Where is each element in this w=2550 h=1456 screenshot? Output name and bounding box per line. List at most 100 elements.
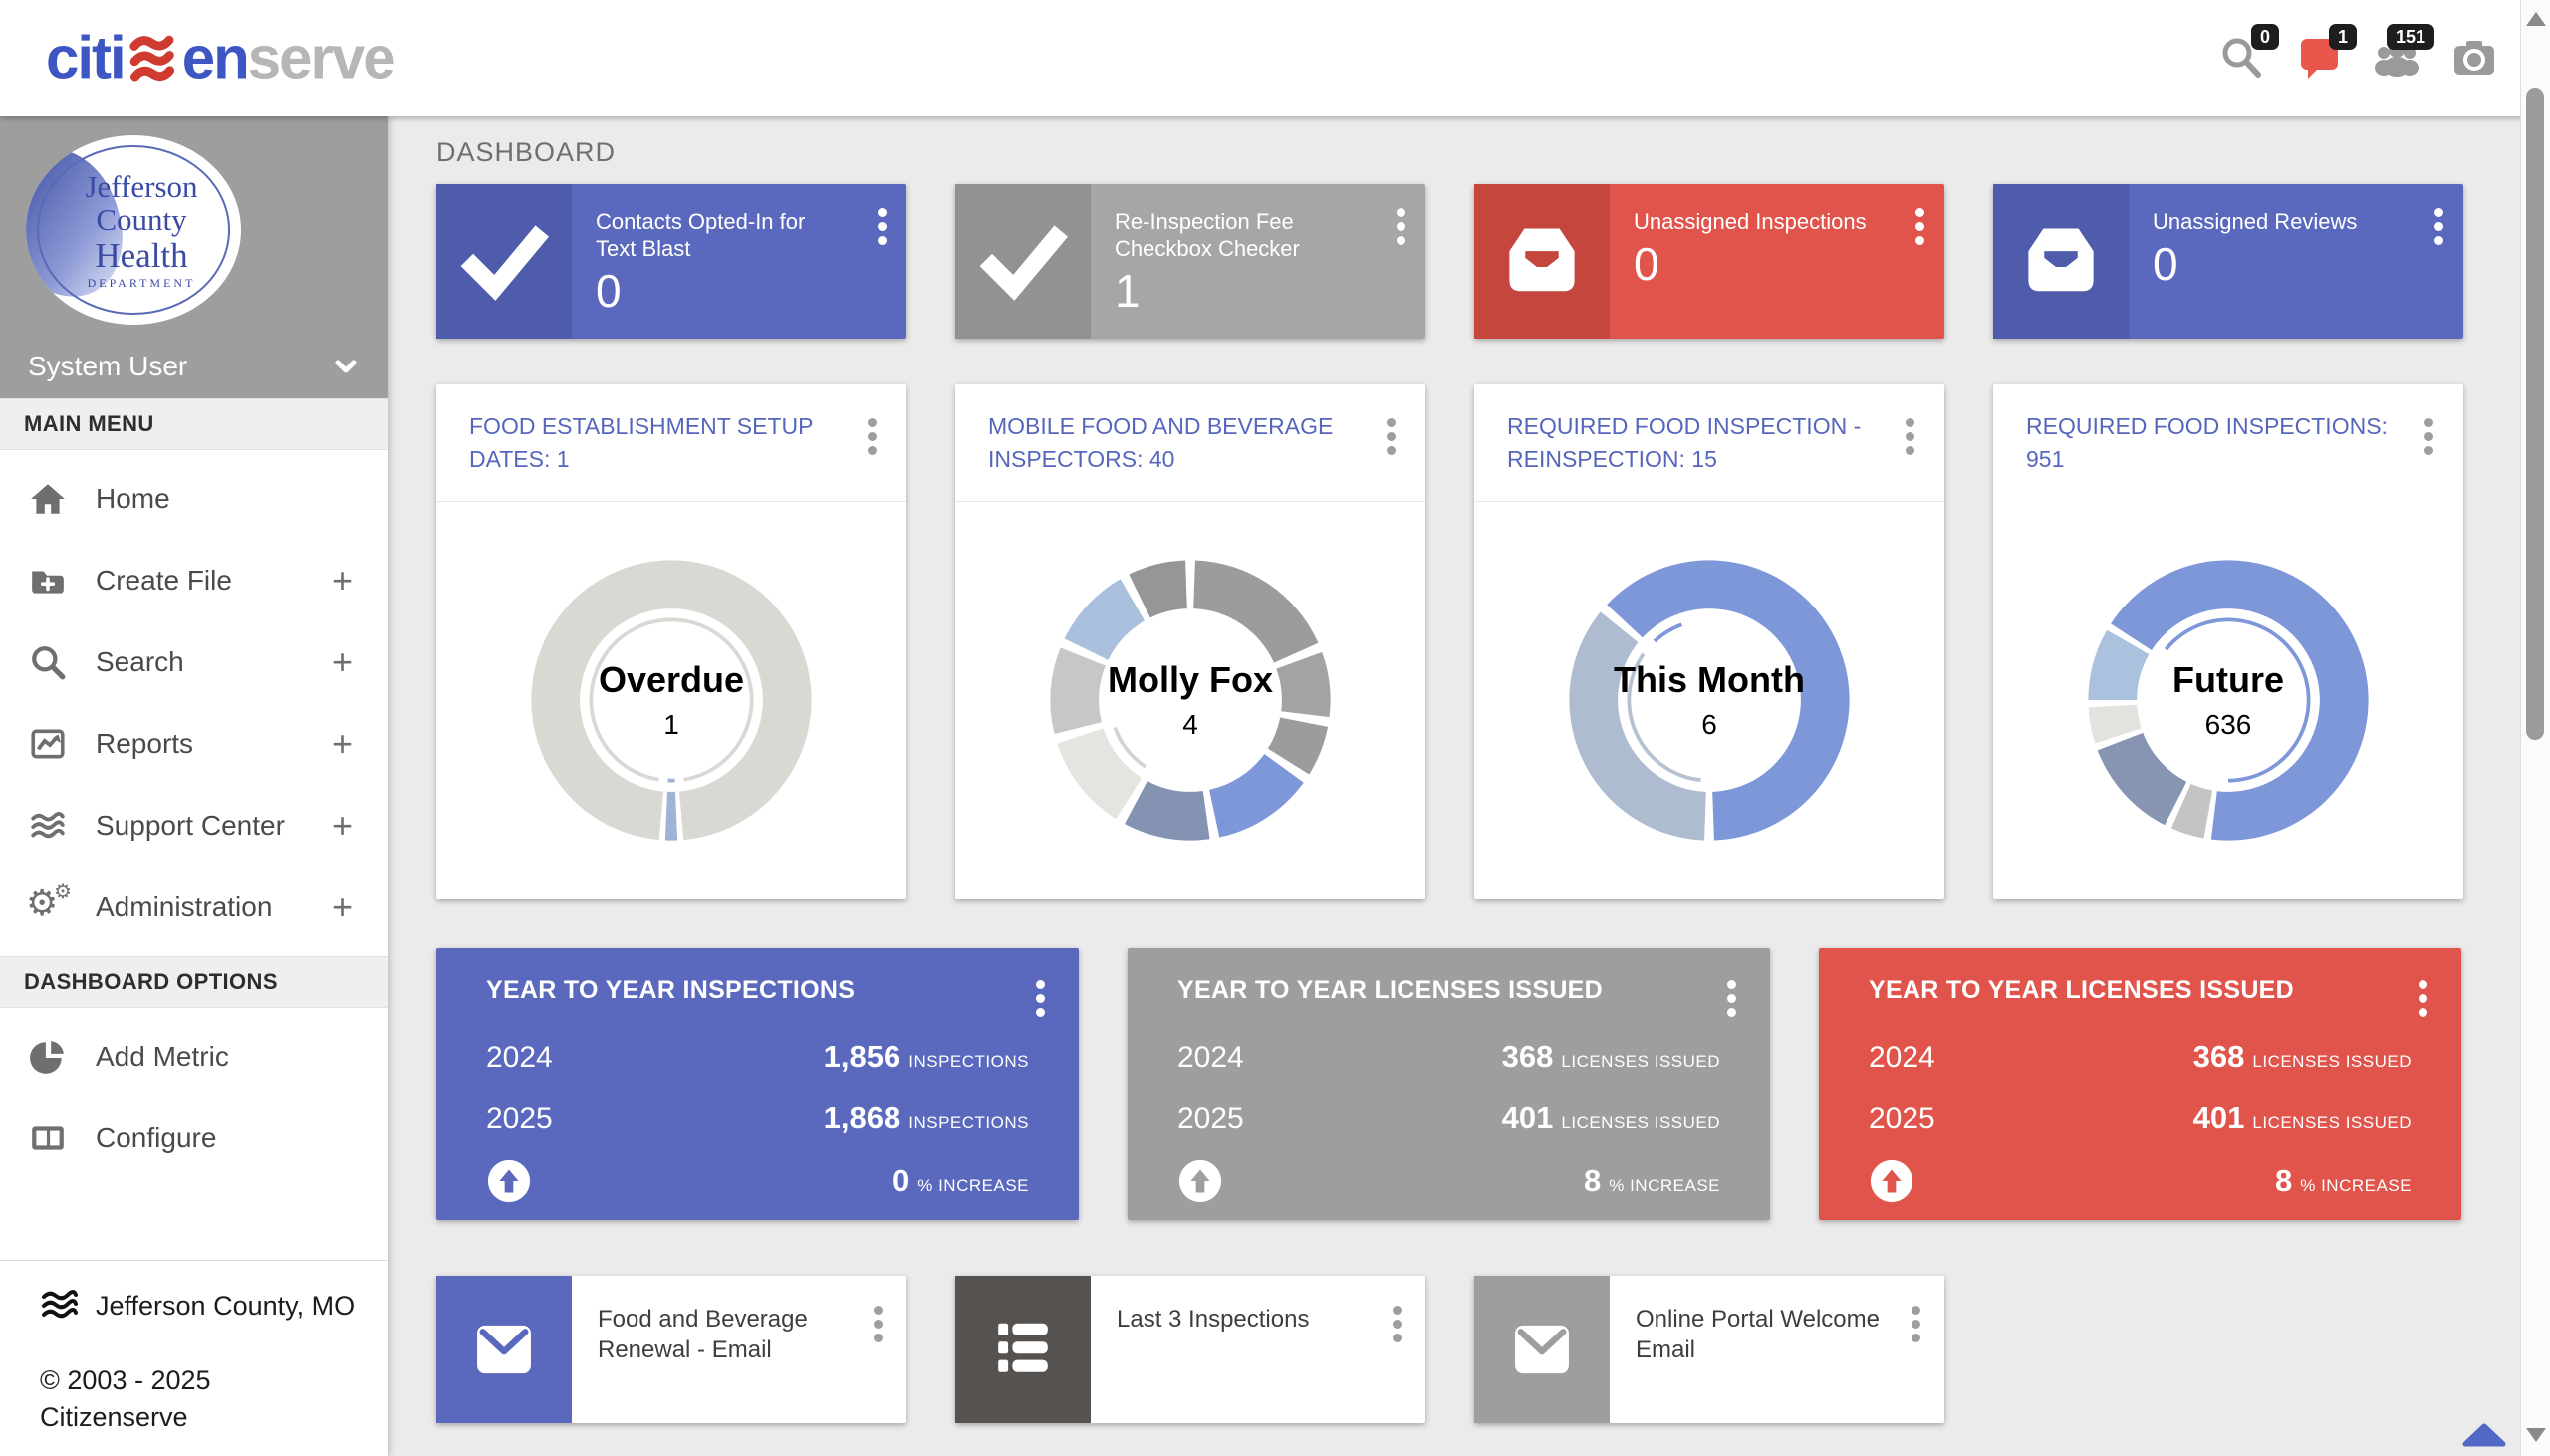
page-scrollbar[interactable]	[2520, 0, 2550, 1456]
yty-unit: LICENSES ISSUED	[2252, 1052, 2412, 1071]
expand-plus-icon[interactable]: +	[331, 886, 353, 927]
page-title: DASHBOARD	[436, 137, 617, 167]
check-icon	[460, 224, 549, 301]
header-chat-icon-button[interactable]: 1	[2295, 24, 2357, 82]
stat-card-title: Unassigned Reviews	[2153, 209, 2358, 234]
kebab-menu-button[interactable]	[2430, 204, 2447, 249]
donut-card-title[interactable]: MOBILE FOOD AND BEVERAGE INSPECTORS: 40	[988, 412, 1334, 472]
yty-value: 368	[1501, 1039, 1554, 1074]
stat-card[interactable]: Unassigned Inspections 0	[1474, 184, 1944, 339]
user-name: System User	[28, 351, 188, 381]
donut-card-title[interactable]: FOOD ESTABLISHMENT SETUP DATES: 1	[469, 412, 814, 472]
support-waves-icon	[31, 811, 65, 839]
yty-row: 2024 1,856 INSPECTIONS	[486, 1039, 1029, 1075]
search-icon	[32, 646, 66, 680]
camera-icon	[2454, 41, 2494, 75]
stat-card-icon-band	[1993, 184, 2129, 339]
yty-unit: INSPECTIONS	[908, 1113, 1029, 1132]
sidebar-item-administration[interactable]: ⚙ ⚙ Administration +	[0, 866, 388, 948]
sidebar-item-create-file[interactable]: Create File +	[0, 540, 388, 621]
expand-plus-icon[interactable]: +	[331, 560, 353, 601]
kebab-menu-button[interactable]	[1393, 204, 1409, 249]
report-card[interactable]: Online Portal Welcome Email	[1474, 1276, 1944, 1423]
arrow-up-circle-icon	[1178, 1159, 1222, 1203]
arrow-up-circle-icon	[487, 1159, 531, 1203]
stat-card-value: 0	[1634, 238, 1659, 290]
stat-card[interactable]: Contacts Opted-In for Text Blast 0	[436, 184, 906, 339]
org-logo: Jefferson County Health DEPARTMENT	[26, 135, 241, 325]
expand-plus-icon[interactable]: +	[331, 805, 353, 846]
donut-chart	[2088, 560, 2369, 841]
sidebar-item-search[interactable]: Search +	[0, 621, 388, 703]
main-menu: Home Create File + Search + Reports + Su	[0, 450, 388, 956]
sidebar-item-add-metric[interactable]: Add Metric	[0, 1016, 388, 1097]
report-card-title: Food and Beverage Renewal - Email	[598, 1306, 808, 1363]
yty-row: 2024 368 LICENSES ISSUED	[1869, 1039, 2412, 1075]
report-card[interactable]: Food and Beverage Renewal - Email	[436, 1276, 906, 1423]
kebab-menu-button[interactable]	[1389, 1302, 1405, 1346]
donut-card-title[interactable]: REQUIRED FOOD INSPECTIONS: 951	[2026, 413, 2388, 472]
stat-card[interactable]: Re-Inspection Fee Checkbox Checker 1	[955, 184, 1425, 339]
kebab-menu-button[interactable]	[1902, 414, 1918, 459]
org-logo-ring	[37, 145, 230, 315]
yty-year: 2025	[1869, 1102, 1935, 1135]
kebab-menu-button[interactable]	[1908, 1302, 1924, 1346]
user-menu-toggle[interactable]: System User	[0, 335, 388, 398]
yty-value: 1,856	[823, 1039, 901, 1074]
yty-year: 2024	[1177, 1041, 1244, 1074]
donut-metric-card: FOOD ESTABLISHMENT SETUP DATES: 1 Overdu…	[436, 384, 906, 899]
header-actions: 0 1 151	[2217, 24, 2498, 82]
report-card[interactable]: Last 3 Inspections	[955, 1276, 1425, 1423]
kebab-menu-button[interactable]	[1383, 414, 1400, 459]
donut-chart	[1569, 560, 1850, 841]
sidebar-item-label: Add Metric	[96, 1041, 229, 1072]
inbox-icon	[1509, 228, 1575, 291]
donut-card-title[interactable]: REQUIRED FOOD INSPECTION - REINSPECTION:…	[1507, 412, 1862, 472]
donut-center-label: This Month	[1614, 659, 1805, 700]
scroll-to-top-button[interactable]	[2462, 1423, 2506, 1452]
header-people-icon-button[interactable]: 151	[2373, 24, 2434, 82]
kebab-menu-button[interactable]	[870, 1302, 887, 1346]
yty-unit: INSPECTIONS	[908, 1052, 1029, 1071]
expand-plus-icon[interactable]: +	[331, 641, 353, 682]
kebab-menu-button[interactable]	[864, 414, 881, 459]
arrow-up-circle-icon	[1870, 1159, 1913, 1203]
columns-icon	[32, 1126, 64, 1150]
sidebar-item-label: Create File	[96, 565, 232, 596]
sidebar-item-home[interactable]: Home	[0, 458, 388, 540]
waves-icon	[42, 1290, 78, 1319]
header-search-icon-button[interactable]: 0	[2217, 24, 2279, 82]
donut-metric-card: MOBILE FOOD AND BEVERAGE INSPECTORS: 40 …	[955, 384, 1425, 899]
kebab-menu-button[interactable]	[2421, 414, 2437, 459]
kebab-menu-button[interactable]	[2415, 976, 2431, 1021]
gears-icon: ⚙ ⚙	[26, 879, 72, 924]
citizenserve-logo: citi en serve	[46, 24, 396, 93]
yty-year: 2024	[486, 1041, 553, 1074]
stat-card-icon-band	[436, 184, 572, 339]
sidebar-item-configure[interactable]: Configure	[0, 1097, 388, 1179]
footer-org-name: Jefferson County, MO	[96, 1290, 356, 1321]
scrollbar-thumb[interactable]	[2526, 88, 2544, 740]
donut-card-row: FOOD ESTABLISHMENT SETUP DATES: 1 Overdu…	[436, 384, 2520, 899]
kebab-menu-button[interactable]	[874, 204, 891, 249]
kebab-menu-button[interactable]	[1723, 976, 1740, 1021]
kebab-menu-button[interactable]	[1912, 204, 1928, 249]
chat-icon	[2301, 39, 2338, 79]
expand-plus-icon[interactable]: +	[331, 723, 353, 764]
sidebar-item-reports[interactable]: Reports +	[0, 703, 388, 785]
stat-card-value: 1	[1115, 265, 1141, 317]
stat-card-title: Contacts Opted-In for Text Blast	[596, 209, 806, 261]
reports-icon	[31, 729, 65, 759]
scrollbar-up-arrow-icon[interactable]	[2525, 12, 2546, 26]
report-card-icon-square	[436, 1276, 572, 1423]
sidebar-item-support-center[interactable]: Support Center +	[0, 785, 388, 866]
year-to-year-card: YEAR TO YEAR LICENSES ISSUED 2024 368 LIC…	[1128, 948, 1770, 1220]
dashboard-content: DASHBOARD Contacts Opted-In for Text Bla…	[388, 116, 2520, 1456]
header-camera-icon-button[interactable]	[2450, 34, 2498, 82]
kebab-menu-button[interactable]	[1032, 976, 1049, 1021]
logo-text-en: en	[181, 24, 250, 92]
stat-card[interactable]: Unassigned Reviews 0	[1993, 184, 2463, 339]
scrollbar-down-arrow-icon[interactable]	[2525, 1428, 2546, 1442]
app-header: citi en serve 0 1 151	[0, 0, 2550, 116]
report-card-title: Last 3 Inspections	[1117, 1306, 1310, 1333]
